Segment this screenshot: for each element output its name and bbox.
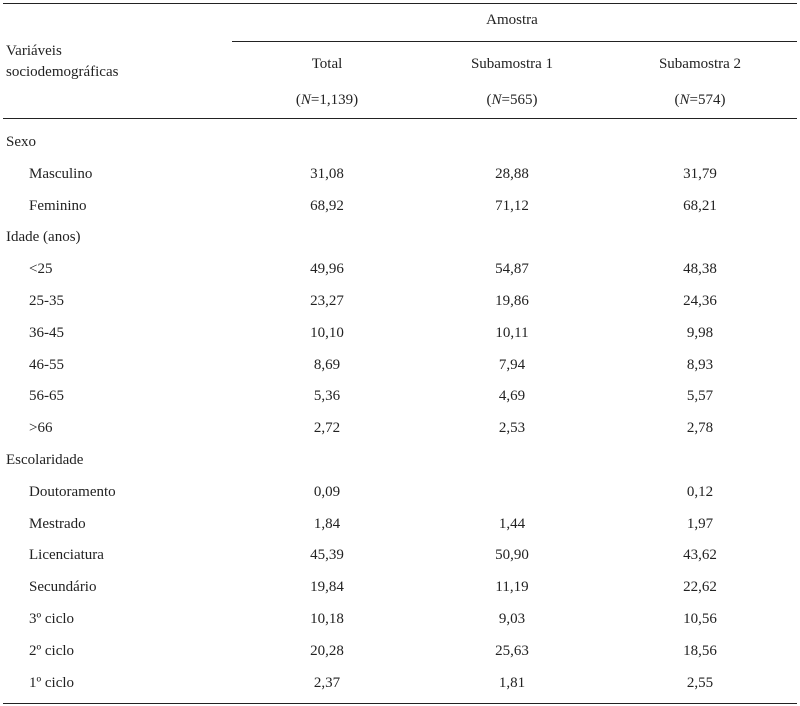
cell-total: 49,96 [310,261,344,278]
group-header-amostra: Amostra [486,12,538,28]
column-n-subamostra-2: (N=574) [674,92,726,108]
table-row: Licenciatura 45,39 50,90 43,62 [0,546,800,564]
cell-total: 23,27 [310,293,344,309]
cell-subamostra-2: 5,57 [686,388,714,405]
cell-subamostra-1: 1,81 [498,674,526,691]
row-label: <25 [29,261,53,278]
cell-total: 2,72 [313,420,341,437]
cell-subamostra-2: 10,56 [683,611,717,627]
cell-total: 10,10 [310,324,344,341]
row-label: 36-45 [29,324,64,341]
table-row: 56-65 5,36 4,69 5,57 [0,387,800,405]
table-row: 25-35 23,27 19,86 24,36 [0,292,800,310]
cell-subamostra-1: 11,19 [495,579,529,596]
cell-subamostra-2: 0,12 [686,483,714,500]
row-label: Feminino [29,197,87,214]
section-row: Idade (anos) [0,228,800,246]
cell-subamostra-2: 2,55 [686,674,714,691]
column-header-subamostra-2: Subamostra 2 [658,56,742,72]
cell-subamostra-2: 1,97 [686,515,714,532]
cell-subamostra-2: 68,21 [683,197,717,214]
row-label: Doutoramento [29,483,116,500]
cell-subamostra-1: 54,87 [495,261,529,278]
row-header-line1: Variáveis [6,43,62,59]
table-row: Masculino 31,08 28,88 31,79 [0,165,800,183]
group-header-rule [232,41,797,42]
cell-subamostra-2: 18,56 [683,642,717,659]
cell-subamostra-1: 19,86 [495,293,529,309]
cell-subamostra-2: 43,62 [683,547,717,564]
cell-total: 2,37 [313,674,341,691]
cell-total: 45,39 [310,547,344,564]
cell-subamostra-2: 9,98 [686,324,714,341]
cell-subamostra-2: 2,78 [686,420,714,437]
cell-subamostra-2: 22,62 [683,579,717,596]
table-row: <25 49,96 54,87 48,38 [0,260,800,278]
cell-subamostra-1: 50,90 [495,547,529,564]
row-label: 2º ciclo [29,642,75,659]
cell-subamostra-1: 71,12 [495,197,529,214]
cell-subamostra-1: 1,44 [498,515,526,532]
table-row: 46-55 8,69 7,94 8,93 [0,356,800,374]
row-label: 56-65 [29,388,64,405]
table-row: 36-45 10,10 10,11 9,98 [0,324,800,342]
column-header-subamostra-1: Subamostra 1 [470,56,554,72]
row-label: Secundário [29,579,97,596]
cell-total: 10,18 [310,611,344,627]
row-label: 3º ciclo [29,611,75,627]
cell-subamostra-1: 7,94 [498,356,526,373]
table-row: 2º ciclo 20,28 25,63 18,56 [0,642,800,660]
column-n-total: (N=1,139) [295,92,359,108]
cell-total: 31,08 [310,165,344,182]
table-bottom-rule [3,703,797,704]
cell-subamostra-2: 8,93 [686,356,714,373]
table-row: Doutoramento 0,09 0,12 [0,483,800,501]
cell-subamostra-1: 10,11 [495,324,529,341]
cell-total: 5,36 [313,388,341,405]
section-label: Idade (anos) [6,229,81,246]
row-label: 46-55 [29,356,64,373]
cell-total: 1,84 [313,515,341,532]
row-label: Mestrado [29,515,86,532]
cell-total: 68,92 [310,197,344,214]
column-n-subamostra-1: (N=565) [486,92,538,108]
row-label: Licenciatura [29,547,104,564]
section-label: Sexo [6,134,36,150]
table-row: Secundário 19,84 11,19 22,62 [0,578,800,596]
table-row: 1º ciclo 2,37 1,81 2,55 [0,674,800,692]
cell-subamostra-2: 31,79 [683,165,717,182]
section-label: Escolaridade [6,452,84,468]
row-label: 1º ciclo [29,674,75,691]
cell-subamostra-1: 2,53 [498,420,526,437]
table-row: Feminino 68,92 71,12 68,21 [0,197,800,215]
table-row: 3º ciclo 10,18 9,03 10,56 [0,610,800,628]
row-label: 25-35 [29,293,64,309]
cell-subamostra-1: 4,69 [498,388,526,405]
column-header-total: Total [311,56,343,72]
cell-subamostra-1: 25,63 [495,642,529,659]
cell-total: 8,69 [313,356,341,373]
row-header-line2: sociodemográficas [6,64,119,80]
row-label: >66 [29,420,53,437]
cell-subamostra-2: 48,38 [683,261,717,278]
header-bottom-rule [3,118,797,119]
cell-subamostra-1: 28,88 [495,165,529,182]
cell-subamostra-2: 24,36 [683,293,717,309]
table-row: >66 2,72 2,53 2,78 [0,419,800,437]
section-row: Sexo [0,133,800,151]
row-label: Masculino [29,165,93,182]
cell-total: 19,84 [310,579,344,596]
table-row: Mestrado 1,84 1,44 1,97 [0,515,800,533]
section-row: Escolaridade [0,451,800,469]
cell-subamostra-1: 9,03 [498,611,526,627]
table-top-rule [3,3,797,4]
cell-total: 20,28 [310,642,344,659]
cell-total: 0,09 [313,483,341,500]
